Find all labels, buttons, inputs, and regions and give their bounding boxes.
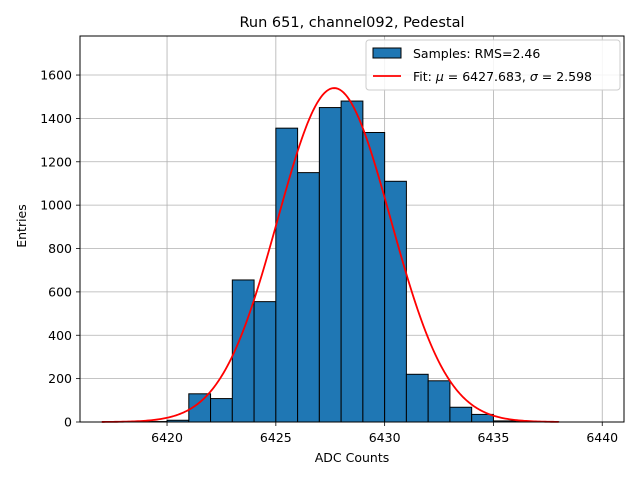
legend: Samples: RMS=2.46 Fit: μ = 6427.683, σ =… [365, 39, 621, 91]
y-tick-label: 600 [48, 284, 72, 299]
histogram-bar [384, 180, 407, 423]
histogram-bar [449, 406, 473, 423]
legend-label-fit: Fit: μ = 6427.683, σ = 2.598 [413, 69, 592, 84]
histogram-bar [210, 398, 233, 423]
legend-swatch-samples [372, 47, 402, 59]
y-axis-label: Entries [14, 204, 29, 248]
histogram-bar [297, 172, 320, 423]
histogram-bar [405, 373, 429, 423]
x-tick-label: 6440 [586, 430, 618, 445]
histogram-bar [362, 132, 386, 423]
legend-label-samples: Samples: RMS=2.46 [413, 46, 540, 61]
histogram-bar [318, 107, 342, 423]
fit-curve-layer [101, 87, 559, 423]
histogram-bars [123, 100, 560, 423]
y-tick-label: 800 [48, 241, 72, 256]
x-tick-label: 6420 [151, 430, 183, 445]
y-tick-label: 0 [64, 415, 72, 430]
histogram-bar [340, 100, 364, 423]
axis-ticks: 6420 6425 6430 6435 6440 0 200 400 600 800 1000 120… [40, 68, 618, 445]
y-tick-label: 1000 [40, 198, 72, 213]
fit-curve [101, 87, 559, 423]
histogram-bar [471, 413, 494, 423]
x-tick-label: 6430 [369, 430, 401, 445]
plot-frame [79, 35, 625, 423]
chart-title: Run 651, channel092, Pedestal [239, 15, 464, 31]
y-tick-label: 1400 [40, 111, 72, 126]
y-tick-label: 1200 [40, 154, 72, 169]
x-tick-label: 6435 [478, 430, 510, 445]
histogram-bar [427, 380, 451, 423]
y-tick-label: 200 [48, 371, 72, 386]
x-tick-label: 6425 [260, 430, 292, 445]
histogram-bar [275, 127, 299, 423]
y-tick-label: 1600 [40, 68, 72, 83]
legend-box [365, 39, 621, 91]
x-axis-label: ADC Counts [315, 450, 390, 465]
histogram-bar [253, 301, 277, 423]
y-tick-label: 400 [48, 328, 72, 343]
